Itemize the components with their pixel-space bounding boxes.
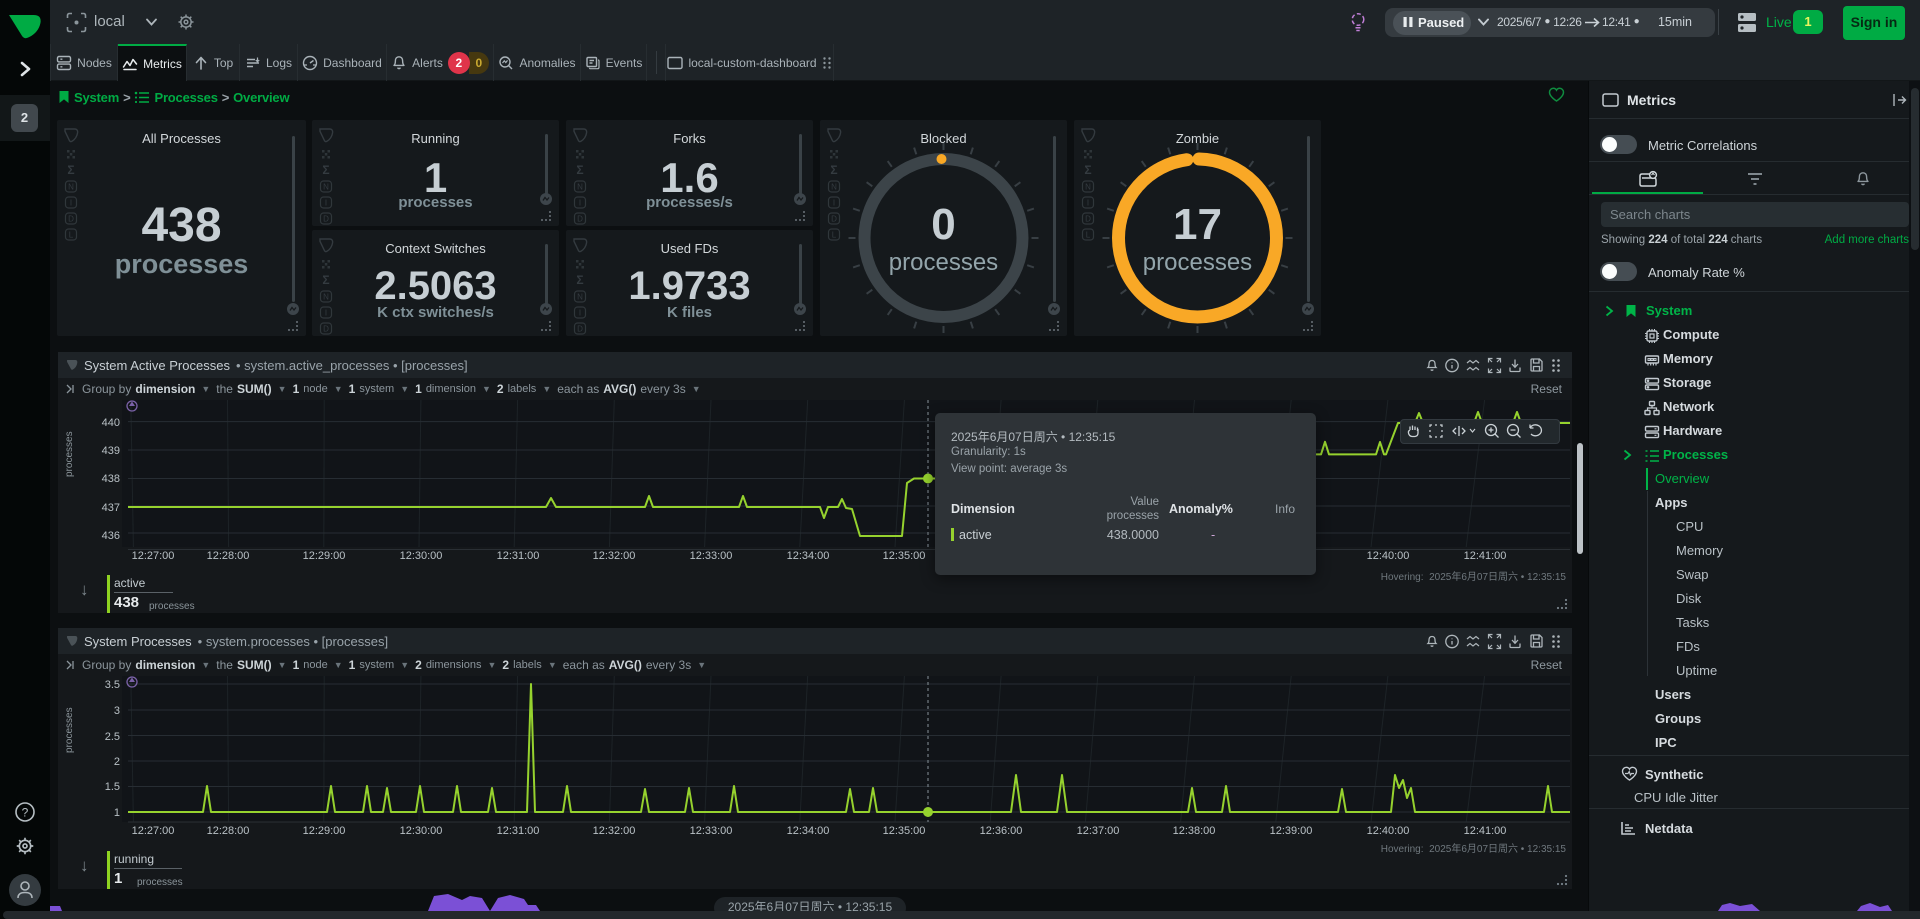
svg-text:N: N — [323, 293, 329, 302]
svg-text:12:34:00: 12:34:00 — [787, 825, 830, 837]
svg-text:N: N — [577, 293, 583, 302]
svg-text:439: 439 — [102, 445, 120, 457]
svg-text:1: 1 — [114, 807, 120, 819]
svg-text:Σ: Σ — [576, 273, 583, 287]
svg-text:Σ: Σ — [1084, 163, 1091, 177]
svg-text:1.5: 1.5 — [105, 781, 120, 793]
svg-text:I: I — [325, 199, 327, 208]
svg-text:12:27:00: 12:27:00 — [132, 550, 175, 562]
svg-text:processes: processes — [64, 707, 75, 753]
svg-text:I: I — [579, 309, 581, 318]
svg-text:Σ: Σ — [67, 163, 74, 177]
svg-text:440: 440 — [102, 417, 120, 429]
svg-text:3.5: 3.5 — [105, 679, 120, 691]
svg-text:12:29:00: 12:29:00 — [303, 825, 346, 837]
svg-text:12:40:00: 12:40:00 — [1367, 550, 1410, 562]
svg-text:Σ: Σ — [830, 163, 837, 177]
svg-text:12:36:00: 12:36:00 — [980, 825, 1023, 837]
svg-text:processes: processes — [64, 431, 75, 477]
svg-text:12:27:00: 12:27:00 — [132, 825, 175, 837]
svg-text:I: I — [70, 199, 72, 208]
svg-text:12:32:00: 12:32:00 — [593, 825, 636, 837]
svg-text:L: L — [69, 231, 74, 240]
svg-text:12:33:00: 12:33:00 — [690, 825, 733, 837]
svg-text:12:31:00: 12:31:00 — [497, 550, 540, 562]
svg-text:D: D — [577, 325, 583, 334]
svg-text:3: 3 — [114, 705, 120, 717]
svg-text:12:32:00: 12:32:00 — [593, 550, 636, 562]
svg-text:2: 2 — [114, 756, 120, 768]
svg-text:12:35:00: 12:35:00 — [883, 825, 926, 837]
svg-text:N: N — [831, 183, 837, 192]
svg-text:D: D — [1085, 215, 1091, 224]
svg-text:12:40:00: 12:40:00 — [1367, 825, 1410, 837]
svg-text:D: D — [831, 215, 837, 224]
svg-text:12:34:00: 12:34:00 — [787, 550, 830, 562]
svg-text:12:30:00: 12:30:00 — [400, 825, 443, 837]
svg-text:I: I — [1087, 199, 1089, 208]
svg-text:436: 436 — [102, 530, 120, 542]
svg-text:12:41:00: 12:41:00 — [1464, 550, 1507, 562]
svg-text:Σ: Σ — [322, 273, 329, 287]
svg-text:12:39:00: 12:39:00 — [1270, 825, 1313, 837]
svg-text:12:28:00: 12:28:00 — [207, 825, 250, 837]
svg-text:Σ: Σ — [322, 163, 329, 177]
svg-text:Σ: Σ — [576, 163, 583, 177]
svg-text:N: N — [68, 183, 74, 192]
svg-text:12:37:00: 12:37:00 — [1077, 825, 1120, 837]
svg-text:D: D — [577, 215, 583, 224]
svg-text:N: N — [1085, 183, 1091, 192]
svg-text:12:28:00: 12:28:00 — [207, 550, 250, 562]
svg-text:437: 437 — [102, 502, 120, 514]
svg-text:I: I — [579, 199, 581, 208]
svg-text:I: I — [325, 309, 327, 318]
svg-text:438: 438 — [102, 473, 120, 485]
svg-text:L: L — [1086, 231, 1091, 240]
svg-text:12:30:00: 12:30:00 — [400, 550, 443, 562]
svg-text:12:35:00: 12:35:00 — [883, 550, 926, 562]
svg-text:I: I — [833, 199, 835, 208]
svg-text:12:41:00: 12:41:00 — [1464, 825, 1507, 837]
svg-text:L: L — [832, 231, 837, 240]
svg-text:12:38:00: 12:38:00 — [1173, 825, 1216, 837]
svg-text:12:31:00: 12:31:00 — [497, 825, 540, 837]
svg-text:D: D — [68, 215, 74, 224]
svg-text:N: N — [577, 183, 583, 192]
svg-text:D: D — [323, 215, 329, 224]
svg-text:?: ? — [22, 806, 29, 820]
svg-text:12:33:00: 12:33:00 — [690, 550, 733, 562]
svg-text:N: N — [323, 183, 329, 192]
svg-text:D: D — [323, 325, 329, 334]
svg-text:12:29:00: 12:29:00 — [303, 550, 346, 562]
svg-text:2.5: 2.5 — [105, 731, 120, 743]
